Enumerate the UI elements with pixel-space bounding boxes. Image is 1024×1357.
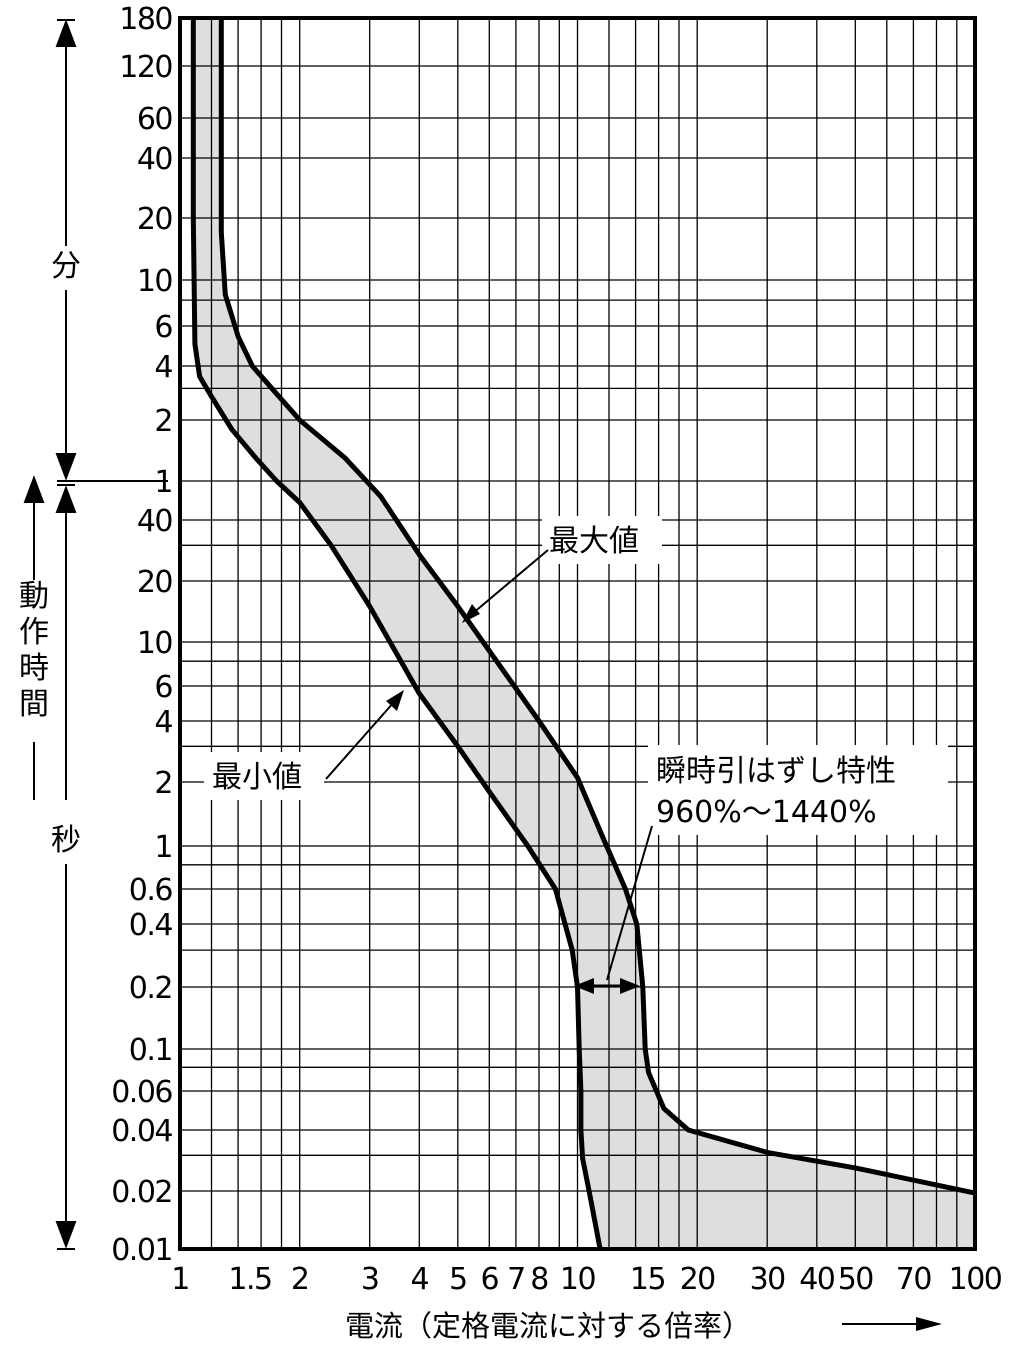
y-tick-label-seconds: 2 [154, 766, 172, 801]
series-max-line [218, 18, 976, 1196]
annotation-min-label: 最小値 [212, 760, 302, 795]
y-tick-label-seconds: 0.4 [129, 908, 173, 943]
y-tick-label-minutes: 60 [137, 102, 173, 137]
x-tick-labels: 1 1.5 2 3 4 5 6 7 8 10 15 20 30 40 50 70 100 [171, 1262, 1003, 1297]
y-tick-label-seconds: 0.6 [129, 873, 173, 908]
y-tick-label-minutes: 20 [137, 202, 173, 237]
plot-frame [178, 16, 977, 1251]
y-tick-labels: 18012060402010642140201064210.60.40.20.1… [111, 2, 174, 1268]
y-tick-label-seconds: 0.1 [129, 1033, 172, 1068]
x-tick-label: 3 [361, 1262, 379, 1297]
x-tick-label: 70 [896, 1262, 932, 1297]
annotation-min: 最小値 [204, 690, 404, 800]
x-axis-label: 電流（定格電流に対する倍率） [345, 1309, 751, 1343]
x-tick-label: 10 [560, 1262, 596, 1297]
y-unit-seconds: 秒 [51, 823, 81, 858]
y-tick-label-seconds: 4 [154, 705, 172, 740]
y-tick-label-seconds: 10 [137, 626, 173, 661]
y-tick-label-seconds: 40 [137, 504, 173, 539]
curves [190, 18, 976, 1250]
x-tick-label: 2 [291, 1262, 309, 1297]
annotation-max: 最大値 [462, 516, 662, 623]
annotation-instant: 瞬時引はずし特性 960%〜1440% [574, 745, 948, 994]
x-tick-label: 7 [507, 1262, 525, 1297]
y-tick-label-seconds: 0.02 [111, 1175, 172, 1210]
y-tick-label-minutes: 2 [154, 404, 172, 439]
y-tick-label-seconds: 6 [154, 670, 172, 705]
trip-band-shading [193, 18, 976, 1249]
x-tick-label: 1.5 [228, 1262, 271, 1297]
x-tick-label: 30 [750, 1262, 786, 1297]
y-tick-label-seconds: 1 [154, 830, 172, 865]
y-tick-label-seconds: 20 [137, 565, 173, 600]
series-min-line [190, 18, 603, 1250]
grid-lines [180, 18, 975, 1249]
y-tick-label-minutes: 180 [119, 2, 172, 37]
y-tick-label-seconds: 0.2 [129, 971, 172, 1006]
y-tick-label-minutes: 6 [154, 310, 172, 345]
x-tick-label: 4 [411, 1262, 429, 1297]
y-tick-label-minutes: 1 [154, 465, 172, 500]
x-tick-label: 6 [481, 1262, 499, 1297]
x-tick-label: 15 [630, 1262, 665, 1297]
x-axis-arrow [842, 1317, 942, 1331]
x-tick-label: 100 [949, 1262, 1002, 1297]
trip-band [193, 18, 976, 1249]
y-tick-label-minutes: 10 [137, 264, 173, 299]
y-unit-minutes: 分 [51, 249, 81, 284]
x-tick-label: 20 [680, 1262, 716, 1297]
x-tick-label: 40 [799, 1262, 835, 1297]
y-unit-markers [23, 19, 168, 1250]
y-tick-label-seconds: 0.04 [111, 1114, 172, 1149]
y-tick-label-minutes: 4 [154, 350, 172, 385]
annotation-instant-label: 瞬時引はずし特性 [656, 754, 896, 789]
x-tick-label: 50 [838, 1262, 874, 1297]
x-tick-label: 1 [171, 1262, 189, 1297]
x-tick-label: 5 [449, 1262, 467, 1297]
annotation-instant-range: 960%〜1440% [656, 795, 877, 830]
annotation-max-label: 最大値 [549, 524, 639, 559]
y-tick-label-minutes: 40 [137, 142, 173, 177]
y-tick-label-seconds: 0.01 [111, 1233, 172, 1268]
y-axis-label: 動作時間 [19, 579, 49, 722]
y-tick-label-seconds: 0.06 [111, 1075, 172, 1110]
x-tick-label: 8 [530, 1262, 548, 1297]
y-tick-label-minutes: 120 [119, 50, 172, 85]
